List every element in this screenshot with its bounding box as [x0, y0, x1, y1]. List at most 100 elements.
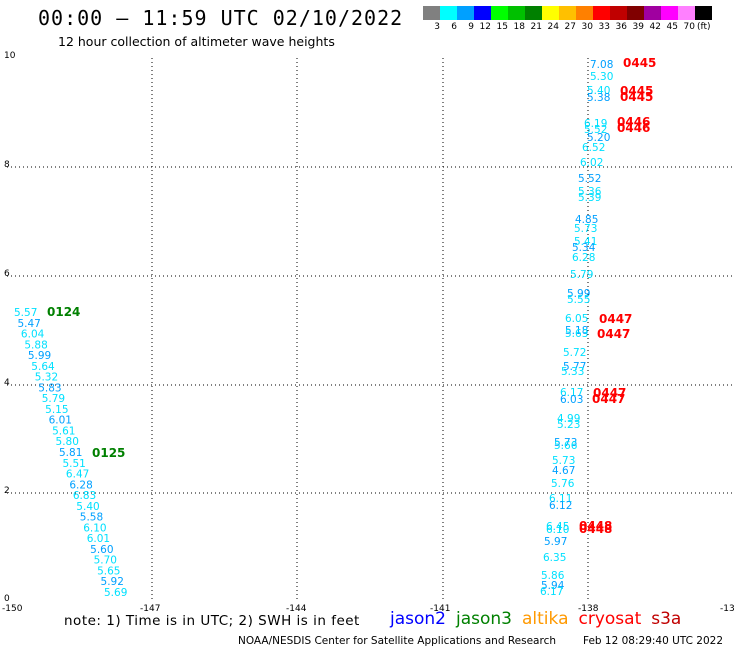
legend-label: 6 [451, 22, 457, 32]
x-axis-tick: -13 [720, 604, 735, 614]
pass-time-label: 0447 [599, 312, 632, 326]
wave-height-label: 5.92 [101, 576, 124, 588]
wave-height-label: 5.40 [587, 85, 610, 97]
wave-height-label: 5.40 [76, 501, 99, 513]
wave-height-label: 5.38 [587, 92, 610, 104]
wave-height-label: 5.33 [561, 366, 584, 378]
wave-height-label: 5.88 [24, 339, 47, 351]
legend-label: 12 [479, 22, 491, 32]
legend-swatch [457, 6, 474, 20]
wave-height-label: 4.67 [552, 465, 575, 477]
wave-height-label: 5.99 [28, 350, 51, 362]
wave-height-label: 5.79 [570, 269, 593, 281]
legend-label: 3 [434, 22, 440, 32]
color-legend: 3 6 9 12 15 18 21 24 27 30 33 36 39 42 45 70 (ft) [423, 6, 729, 32]
wave-height-label: 5.34 [572, 242, 596, 254]
legend-swatch [440, 6, 457, 20]
legend-label: 27 [564, 22, 576, 32]
legend-label: 36 [615, 22, 627, 32]
wave-height-label: 5.18 [565, 325, 588, 337]
wave-height-label: 5.52 [578, 173, 601, 185]
legend-label: 24 [547, 22, 559, 32]
legend-swatch [678, 6, 695, 20]
legend-swatch [474, 6, 491, 20]
legend-labels: 3 6 9 12 15 18 21 24 27 30 33 36 39 42 45 70 (ft) [423, 22, 729, 32]
legend-swatch [576, 6, 593, 20]
pass-time-label: 0448 [579, 519, 612, 533]
wave-height-label: 5.47 [17, 318, 40, 330]
legend-swatch [491, 6, 508, 20]
wave-height-label: 6.10 [546, 524, 569, 536]
y-axis-tick: 6 [4, 269, 10, 279]
wave-height-label: 5.55 [567, 294, 590, 306]
legend-label: 21 [530, 22, 542, 32]
wave-height-label: 6.11 [549, 493, 572, 505]
wave-height-label: 5.57 [14, 307, 37, 319]
x-axis-tick: -150 [2, 604, 23, 614]
wave-height-label: 5.73 [554, 437, 577, 449]
wave-height-label: 5.65 [97, 565, 120, 577]
wave-height-label: 6.35 [543, 552, 566, 564]
pass-time-label: 0447 [597, 327, 630, 341]
wave-height-label: 5.30 [590, 71, 613, 83]
pass-time-label: 0125 [92, 446, 125, 460]
wave-height-label: 5.86 [541, 570, 565, 582]
legend-unit: (ft) [697, 22, 711, 32]
pass-time-label: 0446 [617, 115, 650, 129]
wave-height-label: 5.15 [45, 404, 68, 416]
wave-height-label: 6.03 [560, 394, 583, 406]
wave-height-label: 5.63 [565, 328, 588, 340]
wave-height-label: 5.80 [56, 436, 79, 448]
wave-height-label: 5.70 [94, 555, 117, 567]
pass-time-label: 0447 [593, 386, 626, 400]
legend-label: 39 [632, 22, 644, 32]
satellite-s3a: s3a [651, 609, 682, 629]
wave-height-label: 5.41 [574, 236, 597, 248]
y-axis-tick: 0 [4, 594, 10, 604]
wave-height-label: 6.47 [66, 469, 89, 481]
legend-swatch [423, 6, 440, 20]
legend-label: 15 [496, 22, 508, 32]
wave-height-label: 6.17 [560, 387, 583, 399]
wave-height-label: 5.23 [557, 419, 580, 431]
wave-height-label: 5.79 [42, 393, 65, 405]
y-axis-tick: 8 [4, 160, 10, 170]
wave-height-label: 5.58 [80, 512, 103, 524]
wave-height-label: 5.20 [587, 132, 610, 144]
x-axis-tick: -144 [286, 604, 307, 614]
pass-time-label: 0445 [623, 56, 656, 70]
page-title: 00:00 — 11:59 UTC 02/10/2022 [38, 6, 404, 30]
satellite-cryosat: cryosat [578, 609, 642, 629]
wave-height-label: 5.77 [563, 361, 586, 373]
y-axis-tick: 10 [4, 51, 16, 61]
legend-swatch [644, 6, 661, 20]
legend-swatch [610, 6, 627, 20]
wave-height-label: 6.05 [565, 313, 588, 325]
satellite-jason2: jason2 [390, 609, 446, 629]
legend-swatch [542, 6, 559, 20]
legend-swatch [559, 6, 576, 20]
y-axis-tick: 4 [4, 378, 10, 388]
wave-height-label: 5.73 [552, 455, 575, 467]
legend-label: 45 [666, 22, 678, 32]
wave-height-label: 5.32 [35, 372, 58, 384]
wave-height-label: 5.66 [554, 440, 578, 452]
wave-height-label: 6.10 [83, 522, 106, 534]
legend-label: 30 [581, 22, 593, 32]
page-subtitle: 12 hour collection of altimeter wave hei… [58, 34, 335, 49]
wave-height-label: 6.12 [549, 500, 572, 512]
footer-note: note: 1) Time is in UTC; 2) SWH is in fe… [64, 613, 360, 629]
legend-swatch [525, 6, 542, 20]
legend-label: 18 [513, 22, 525, 32]
satellite-altika: altika [522, 609, 569, 629]
pass-time-label: 0445 [620, 84, 653, 98]
wave-height-label: 4.85 [575, 214, 598, 226]
wave-height-label: 5.81 [59, 447, 82, 459]
wave-height-label: 5.99 [567, 288, 590, 300]
wave-height-label: 4.99 [557, 413, 580, 425]
wave-height-label: 6.01 [49, 415, 72, 427]
legend-swatch [627, 6, 644, 20]
pass-time-label: 0446 [617, 121, 650, 135]
wave-height-label: 6.45 [546, 521, 569, 533]
